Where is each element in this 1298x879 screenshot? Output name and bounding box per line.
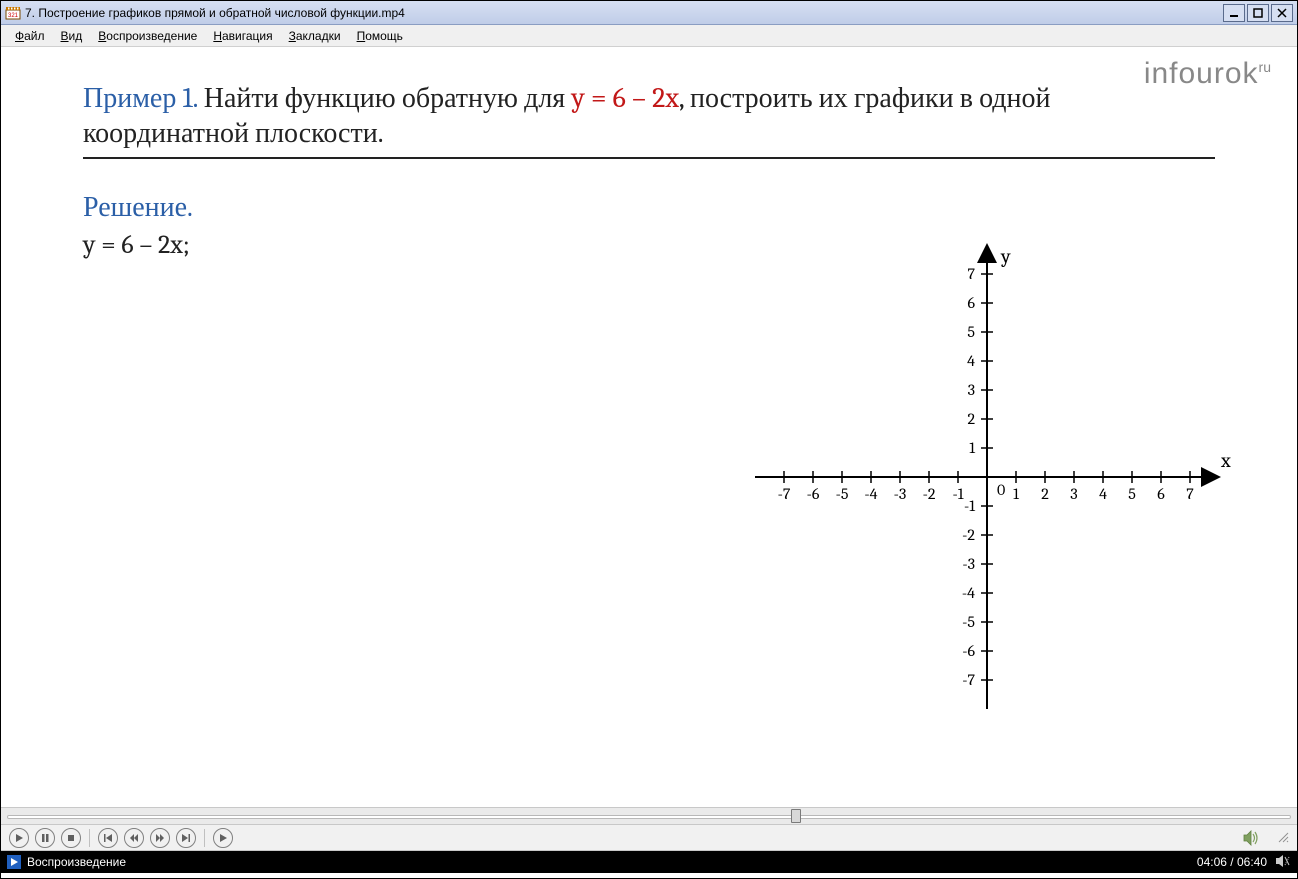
menu-playback-rest: оспроизведение bbox=[106, 29, 197, 43]
play-button[interactable] bbox=[9, 828, 29, 848]
menu-bookmarks[interactable]: Закладки bbox=[281, 27, 349, 45]
task-formula: y = 6 – 2x bbox=[571, 82, 679, 114]
svg-text:-2: -2 bbox=[962, 526, 975, 544]
maximize-button[interactable] bbox=[1247, 4, 1269, 22]
prev-track-button[interactable] bbox=[98, 828, 118, 848]
rewind-button[interactable] bbox=[124, 828, 144, 848]
axes-svg: -7 -6 -5 -4 -3 -2 -1 1 2 3 4 5 6 7 -7 -6 -5 -4 -3 -2 -1 1 2 3 4 5… bbox=[717, 217, 1257, 737]
chart: -7 -6 -5 -4 -3 -2 -1 1 2 3 4 5 6 7 -7 -6 -5 -4 -3 -2 -1 1 2 3 4 5… bbox=[717, 217, 1257, 740]
svg-text:-1: -1 bbox=[952, 485, 963, 503]
menubar: Файл Вид Воспроизведение Навигация Закла… bbox=[1, 25, 1297, 47]
svg-text:6: 6 bbox=[1157, 485, 1165, 503]
svg-text:2: 2 bbox=[967, 410, 975, 428]
svg-text:0: 0 bbox=[997, 481, 1005, 499]
logo-main: infourok bbox=[1144, 57, 1259, 90]
forward-button[interactable] bbox=[150, 828, 170, 848]
svg-text:-3: -3 bbox=[894, 485, 907, 503]
window-title: 7. Построение графиков прямой и обратной… bbox=[25, 6, 1223, 20]
video-area: infourokru Пример 1. Найти функцию обрат… bbox=[1, 47, 1297, 807]
menu-file-rest: айл bbox=[24, 29, 44, 43]
task-pre: Найти функцию обратную для bbox=[198, 82, 572, 114]
status-text: Воспроизведение bbox=[27, 855, 126, 869]
svg-text:-6: -6 bbox=[807, 485, 820, 503]
controls-bar bbox=[1, 825, 1297, 851]
svg-text:-7: -7 bbox=[962, 671, 975, 689]
minimize-button[interactable] bbox=[1223, 4, 1245, 22]
svg-text:2: 2 bbox=[1041, 485, 1049, 503]
example-label: Пример 1. bbox=[83, 82, 198, 114]
status-play-icon bbox=[7, 855, 21, 869]
brand-logo: infourokru bbox=[1144, 57, 1271, 91]
time-total: 06:40 bbox=[1237, 855, 1267, 869]
audio-icon[interactable] bbox=[1275, 854, 1291, 871]
svg-text:-3: -3 bbox=[962, 555, 975, 573]
pause-button[interactable] bbox=[35, 828, 55, 848]
volume-icon[interactable] bbox=[1243, 830, 1261, 846]
svg-text:x: x bbox=[1220, 449, 1231, 472]
seek-thumb[interactable] bbox=[791, 809, 801, 823]
menu-help[interactable]: Помощь bbox=[349, 27, 411, 45]
menu-view-rest: ид bbox=[69, 29, 83, 43]
control-separator-1 bbox=[89, 829, 90, 847]
statusbar: Воспроизведение 04:06 / 06:40 bbox=[1, 851, 1297, 873]
logo-sup: ru bbox=[1259, 59, 1271, 75]
menu-file[interactable]: Файл bbox=[7, 27, 53, 45]
step-button[interactable] bbox=[213, 828, 233, 848]
svg-text:3: 3 bbox=[1070, 485, 1077, 503]
svg-text:-5: -5 bbox=[836, 485, 849, 503]
svg-text:1: 1 bbox=[969, 439, 975, 457]
heading-divider bbox=[83, 157, 1215, 159]
titlebar: 321 7. Построение графиков прямой и обра… bbox=[1, 1, 1297, 25]
menu-help-rest: омощь bbox=[365, 29, 403, 43]
svg-text:1: 1 bbox=[1013, 485, 1019, 503]
time-current: 04:06 bbox=[1197, 855, 1227, 869]
stop-button[interactable] bbox=[61, 828, 81, 848]
slide-content: infourokru Пример 1. Найти функцию обрат… bbox=[1, 47, 1297, 807]
control-separator-2 bbox=[204, 829, 205, 847]
app-icon: 321 bbox=[5, 5, 21, 21]
svg-text:-4: -4 bbox=[962, 584, 975, 602]
svg-text:-7: -7 bbox=[778, 485, 791, 503]
time-display: 04:06 / 06:40 bbox=[1197, 855, 1267, 869]
svg-text:5: 5 bbox=[1128, 485, 1136, 503]
close-button[interactable] bbox=[1271, 4, 1293, 22]
svg-text:-1: -1 bbox=[964, 497, 975, 515]
svg-text:-5: -5 bbox=[962, 613, 975, 631]
svg-text:5: 5 bbox=[967, 323, 975, 341]
svg-text:6: 6 bbox=[967, 294, 975, 312]
svg-text:4: 4 bbox=[1099, 485, 1107, 503]
next-track-button[interactable] bbox=[176, 828, 196, 848]
svg-text:4: 4 bbox=[967, 352, 975, 370]
seekbar[interactable] bbox=[1, 807, 1297, 825]
svg-text:3: 3 bbox=[968, 381, 975, 399]
svg-text:7: 7 bbox=[967, 265, 975, 283]
menu-playback[interactable]: Воспроизведение bbox=[90, 27, 205, 45]
menu-bm-rest: акладки bbox=[296, 29, 341, 43]
svg-text:-4: -4 bbox=[864, 485, 877, 503]
svg-text:-6: -6 bbox=[962, 642, 975, 660]
resize-grip-icon bbox=[1275, 829, 1289, 846]
task-heading: Пример 1. Найти функцию обратную для y =… bbox=[83, 81, 1215, 159]
svg-text:321: 321 bbox=[8, 13, 19, 19]
seek-track bbox=[7, 815, 1291, 819]
menu-nav-rest: авигация bbox=[222, 29, 273, 43]
menu-view[interactable]: Вид bbox=[53, 27, 91, 45]
svg-text:y: y bbox=[1000, 245, 1011, 268]
svg-text:7: 7 bbox=[1186, 485, 1194, 503]
svg-text:-2: -2 bbox=[923, 485, 936, 503]
menu-navigation[interactable]: Навигация bbox=[205, 27, 280, 45]
